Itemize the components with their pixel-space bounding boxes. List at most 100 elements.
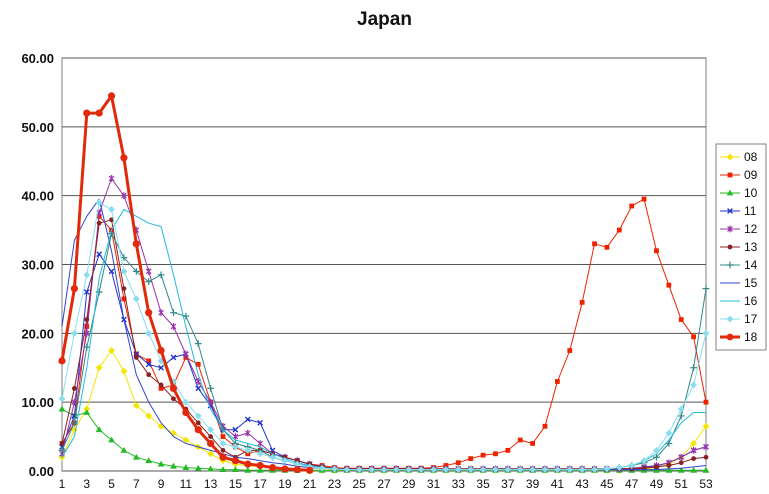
data-point: [170, 378, 177, 385]
data-point: [678, 453, 685, 461]
data-point: [84, 317, 90, 322]
legend-swatch-marker: [727, 225, 733, 233]
data-point: [133, 355, 139, 360]
data-point: [194, 464, 202, 471]
x-tick-label: 19: [278, 477, 292, 491]
x-tick-label: 23: [328, 477, 342, 491]
data-point: [578, 466, 586, 474]
data-point: [703, 443, 709, 451]
data-point: [493, 451, 498, 457]
x-tick-label: 27: [377, 477, 391, 491]
data-point: [145, 361, 152, 368]
data-point: [83, 109, 91, 117]
legend-swatch-marker: [726, 153, 734, 161]
legend-item: 12: [720, 222, 758, 236]
data-point: [132, 240, 140, 248]
data-point: [83, 329, 90, 337]
data-point: [58, 405, 66, 412]
legend-swatch-marker: [727, 208, 733, 214]
legend-item: 14: [720, 258, 758, 272]
x-tick-label: 15: [229, 477, 243, 491]
data-point: [107, 92, 116, 100]
x-tick-label: 49: [650, 477, 664, 491]
data-point: [616, 227, 622, 233]
y-tick-label: 10.00: [21, 395, 54, 410]
data-point: [145, 457, 153, 464]
data-point: [654, 248, 659, 254]
y-tick-label: 40.00: [21, 189, 54, 204]
data-point: [108, 347, 115, 354]
data-point: [542, 423, 548, 429]
data-point: [703, 399, 709, 405]
data-point: [83, 409, 91, 415]
x-tick-label: 1: [59, 477, 66, 491]
legend-label: 12: [744, 222, 758, 236]
y-tick-label: 30.00: [21, 258, 54, 273]
legend-label: 11: [744, 204, 757, 218]
data-point: [604, 244, 610, 250]
legend-item: 10: [720, 186, 758, 200]
data-point: [109, 217, 114, 223]
data-point: [380, 466, 388, 474]
legend-item: 18: [720, 330, 758, 344]
x-tick-label: 29: [402, 477, 416, 491]
legend-label: 15: [744, 276, 758, 290]
data-point: [183, 355, 189, 360]
data-point: [195, 385, 202, 392]
x-tick-label: 3: [83, 477, 90, 491]
data-point: [281, 465, 289, 473]
data-point: [182, 408, 190, 417]
legend-item: 09: [720, 168, 758, 182]
data-point: [368, 466, 376, 474]
x-tick-label: 33: [452, 477, 466, 491]
x-tick-label: 7: [133, 477, 140, 491]
legend-swatch-marker: [727, 244, 733, 250]
data-point: [58, 453, 66, 461]
data-point: [256, 466, 264, 473]
data-point: [146, 372, 152, 378]
legend-item: 17: [720, 312, 758, 326]
y-tick-label: 50.00: [21, 120, 54, 135]
legend: 08 09 10 11 12 13 14 15 16 17 18: [715, 143, 767, 351]
data-point: [182, 436, 190, 444]
data-point: [442, 466, 450, 474]
data-point: [517, 437, 523, 443]
data-point: [182, 398, 190, 406]
data-point: [505, 447, 511, 453]
data-point: [666, 282, 672, 288]
data-point: [677, 405, 685, 413]
data-point: [132, 295, 140, 303]
data-point: [306, 466, 314, 474]
legend-item: 15: [720, 276, 758, 290]
legend-label: 13: [744, 240, 758, 254]
data-point: [293, 466, 301, 474]
data-point: [690, 446, 697, 454]
data-point: [615, 464, 623, 471]
data-point: [629, 203, 635, 209]
data-point: [691, 334, 697, 340]
data-point: [516, 466, 524, 474]
data-point: [653, 453, 660, 461]
data-point: [454, 466, 462, 474]
x-tick-label: 51: [675, 477, 689, 491]
x-tick-label: 53: [699, 477, 713, 491]
data-point: [146, 358, 152, 364]
data-point: [120, 154, 128, 162]
data-point: [244, 460, 252, 468]
data-point: [678, 317, 684, 322]
data-point: [121, 286, 127, 291]
data-point: [219, 453, 227, 461]
data-point: [468, 456, 474, 462]
data-point: [541, 466, 549, 474]
data-point: [145, 329, 153, 337]
chart-title: Japan: [357, 9, 412, 30]
legend-item: 13: [720, 240, 758, 254]
x-tick-label: 25: [353, 477, 367, 491]
data-point: [702, 422, 710, 430]
data-point: [566, 466, 574, 474]
data-point: [120, 254, 128, 262]
y-tick-label: 20.00: [21, 326, 54, 341]
data-point: [58, 395, 66, 403]
data-point: [169, 384, 178, 392]
data-point: [207, 439, 215, 448]
